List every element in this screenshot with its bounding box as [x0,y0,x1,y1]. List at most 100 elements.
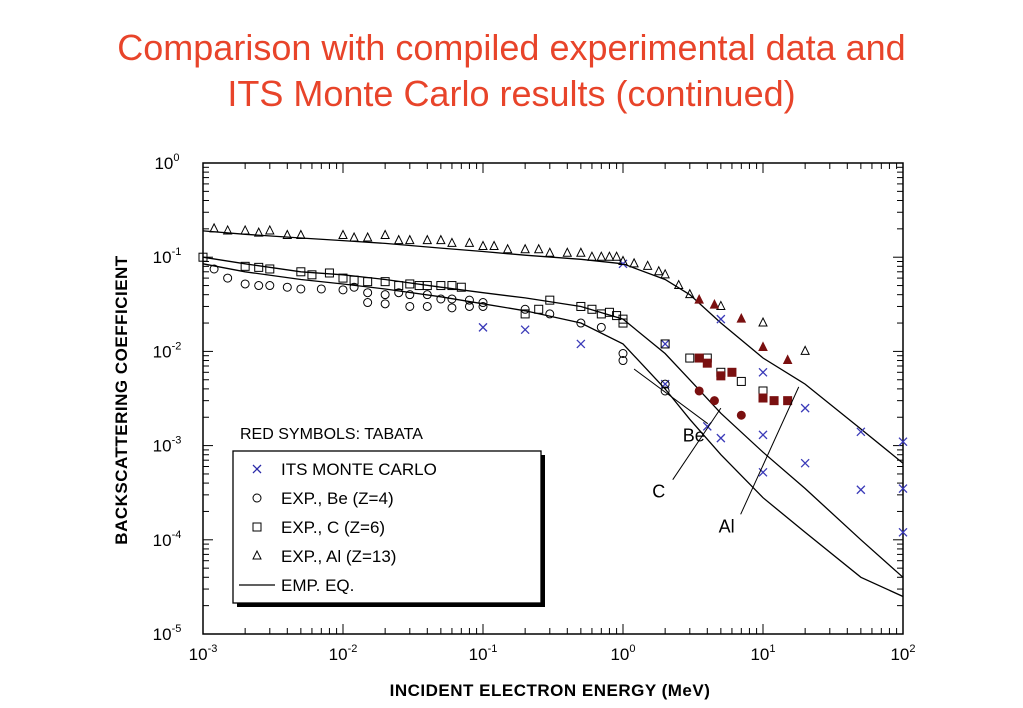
marker-its-monte-carlo [478,322,488,332]
marker-its-monte-carlo [758,430,768,440]
annotation-pointer [633,368,709,425]
marker-tabata-c [702,358,712,368]
marker-its-monte-carlo [716,314,726,324]
marker-exp-al-z-13 [478,240,488,250]
marker-exp-al-z-13 [684,288,695,299]
marker-exp-c-z-6 [349,275,359,285]
marker-tabata-c [727,367,737,377]
marker-exp-al-z-13 [653,265,664,276]
marker-exp-c-z-6 [414,281,424,291]
marker-exp-c-z-6 [545,295,555,305]
y-tick-label: 10-4 [153,529,182,550]
marker-exp-be-z-4 [596,322,606,332]
marker-exp-c-z-6 [447,281,457,291]
marker-exp-al-z-13 [264,224,275,235]
marker-its-monte-carlo [898,527,908,537]
y-tick-label: 10-2 [153,340,182,361]
marker-tabata-c [716,371,726,381]
marker-exp-al-z-13 [629,257,639,268]
marker-exp-be-z-4 [447,294,457,304]
marker-tabata-c [694,353,704,363]
curve-emp-eq-al [202,230,904,464]
marker-its-monte-carlo [576,339,586,349]
marker-exp-c-z-6 [685,353,695,363]
marker-its-monte-carlo [856,427,866,437]
marker-exp-be-z-4 [282,282,292,292]
marker-exp-be-z-4 [464,301,474,311]
marker-exp-be-z-4 [660,379,670,389]
legend-label: EXP., Al (Z=13) [281,547,396,566]
y-axis-label: BACKSCATTERING COEFFICIENT [112,255,131,545]
marker-exp-c-z-6 [587,304,597,314]
marker-exp-be-z-4 [363,298,373,308]
slide-title-line-1: Comparison with compiled experimental da… [117,27,906,68]
marker-exp-al-z-13 [587,251,597,261]
marker-exp-al-z-13 [380,229,390,239]
marker-exp-al-z-13 [240,224,250,235]
marker-exp-c-z-6 [394,281,404,291]
marker-exp-be-z-4 [363,288,373,298]
marker-tabata-al [758,341,768,352]
slide-title-line-2: ITS Monte Carlo results (continued) [227,73,796,114]
marker-exp-be-z-4 [660,386,670,396]
marker-exp-al-z-13 [282,229,293,239]
marker-exp-be-z-4 [447,303,457,313]
marker-exp-be-z-4 [618,356,628,366]
annotation-pointer [672,407,722,480]
annotation-pointer [740,386,800,515]
marker-exp-c-z-6 [265,264,275,274]
marker-tabata-c [758,393,768,403]
marker-exp-c-z-6 [604,307,614,317]
marker-exp-al-z-13 [393,234,404,245]
marker-tabata-c [769,396,779,406]
x-tick-label: 101 [750,643,775,664]
legend-box [232,450,542,604]
marker-exp-al-z-13 [758,316,768,327]
marker-exp-al-z-13 [520,243,530,254]
marker-exp-be-z-4 [394,288,404,298]
marker-exp-c-z-6 [240,261,250,271]
marker-exp-be-z-4 [520,304,530,314]
marker-exp-be-z-4 [405,290,415,300]
marker-exp-be-z-4 [209,264,219,274]
legend-label: EMP. EQ. [281,576,354,595]
marker-exp-be-z-4 [545,309,555,319]
marker-exp-al-z-13 [618,255,628,266]
marker-exp-al-z-13 [660,268,670,279]
marker-exp-al-z-13 [596,251,607,261]
marker-exp-al-z-13 [296,229,306,239]
y-tick-label: 10-1 [153,246,182,267]
marker-exp-c-z-6 [534,304,544,314]
legend-marker [252,464,262,474]
data-markers [198,222,908,537]
marker-exp-be-z-4 [380,290,390,300]
marker-tabata-al [709,298,720,309]
marker-exp-be-z-4 [422,301,432,311]
plot-border [202,162,904,635]
annotation-label: Be [683,426,705,446]
annotation-label: C [652,482,665,502]
annotation-label: Al [719,516,735,536]
marker-exp-c-z-6 [576,301,586,311]
marker-exp-al-z-13 [489,240,499,250]
marker-exp-be-z-4 [405,301,415,311]
marker-exp-be-z-4 [316,284,326,294]
marker-exp-c-z-6 [456,282,466,292]
marker-exp-al-z-13 [447,237,457,247]
marker-its-monte-carlo [800,403,810,413]
x-axis-label: INCIDENT ELECTRON ENERGY (MeV) [390,681,711,700]
marker-exp-al-z-13 [716,300,726,310]
marker-exp-be-z-4 [576,318,586,328]
marker-its-monte-carlo [898,484,908,494]
marker-exp-al-z-13 [673,279,684,290]
y-tick-label: 10-3 [153,435,182,456]
marker-tabata-be [709,396,719,406]
marker-exp-al-z-13 [533,243,544,254]
marker-exp-be-z-4 [422,290,432,300]
plot-frame [202,162,904,635]
marker-tabata-al [736,313,747,323]
marker-exp-al-z-13 [544,247,555,257]
marker-exp-be-z-4 [265,281,275,291]
x-tick-label: 10-2 [329,643,358,664]
y-tick-label: 10-5 [153,623,182,644]
